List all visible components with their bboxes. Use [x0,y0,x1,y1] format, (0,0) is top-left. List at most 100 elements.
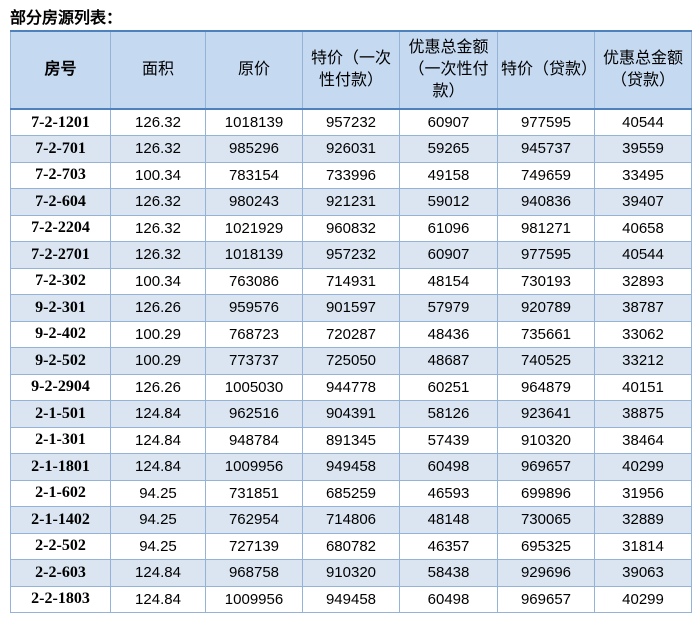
room-number: 2-1-501 [10,400,111,428]
table-cell: 1009956 [205,585,303,613]
table-cell: 964879 [497,373,595,401]
table-cell: 1018139 [205,241,303,269]
table-cell: 762954 [205,506,303,534]
table-cell: 48148 [399,506,498,534]
table-cell: 31814 [594,532,692,560]
listing-table: 房号 面积 原价 特价（一次性付款） 优惠总金额（一次性付款） 特价（贷款） 优惠总金额（贷… [10,30,692,613]
table-cell: 926031 [302,135,400,163]
room-number: 2-2-502 [10,532,111,560]
table-cell: 33495 [594,161,692,189]
table-cell: 735661 [497,320,595,348]
room-number: 2-1-1402 [10,506,111,534]
table-row: 7-2-2701 126.32 1018139 957232 60907 977595 40… [10,241,692,269]
table-cell: 124.84 [110,559,206,587]
table-cell: 768723 [205,320,303,348]
table-cell: 730193 [497,267,595,295]
table-row: 9-2-402 100.29 768723 720287 48436 735661 3306… [10,320,692,348]
room-number: 2-1-1801 [10,453,111,481]
table-cell: 977595 [497,108,595,136]
table-cell: 981271 [497,214,595,242]
room-number: 2-1-301 [10,426,111,454]
column-header: 原价 [205,30,303,110]
table-cell: 58438 [399,559,498,587]
header-row: 房号 面积 原价 特价（一次性付款） 优惠总金额（一次性付款） 特价（贷款） 优惠总金额（贷… [10,30,692,110]
table-row: 2-1-301 124.84 948784 891345 57439 910320 3846… [10,426,692,454]
table-cell: 48436 [399,320,498,348]
table-cell: 126.32 [110,188,206,216]
table-cell: 59265 [399,135,498,163]
table-row: 9-2-301 126.26 959576 901597 57979 920789 3878… [10,294,692,322]
table-cell: 126.32 [110,108,206,136]
table-cell: 46357 [399,532,498,560]
room-number: 7-2-302 [10,267,111,295]
table-cell: 40544 [594,241,692,269]
table-cell: 733996 [302,161,400,189]
page-title: 部分房源列表： [10,10,123,27]
room-number: 2-2-603 [10,559,111,587]
column-header: 房号 [10,30,111,110]
table-cell: 980243 [205,188,303,216]
table-cell: 957232 [302,108,400,136]
table-cell: 1018139 [205,108,303,136]
table-cell: 929696 [497,559,595,587]
table-cell: 58126 [399,400,498,428]
table-cell: 38875 [594,400,692,428]
table-cell: 959576 [205,294,303,322]
table-cell: 39407 [594,188,692,216]
table-cell: 126.32 [110,214,206,242]
column-header: 特价（贷款） [497,30,597,110]
table-cell: 977595 [497,241,595,269]
table-cell: 749659 [497,161,595,189]
table-row: 7-2-1201 126.32 1018139 957232 60907 977595 40… [10,108,692,136]
table-cell: 731851 [205,479,303,507]
table-cell: 46593 [399,479,498,507]
table-cell: 783154 [205,161,303,189]
table-cell: 60907 [399,241,498,269]
table-cell: 948784 [205,426,303,454]
room-number: 7-2-703 [10,161,111,189]
table-cell: 40544 [594,108,692,136]
room-number: 7-2-1201 [10,108,111,136]
column-header: 特价（一次性付款） [302,30,400,110]
table-row: 7-2-703 100.34 783154 733996 49158 749659 3349… [10,161,692,189]
table-cell: 32893 [594,267,692,295]
table-cell: 891345 [302,426,400,454]
table-cell: 57979 [399,294,498,322]
room-number: 7-2-2204 [10,214,111,242]
table-cell: 33212 [594,347,692,375]
table-cell: 48687 [399,347,498,375]
table-cell: 720287 [302,320,400,348]
room-number: 9-2-402 [10,320,111,348]
table-cell: 60251 [399,373,498,401]
table-row: 2-1-1402 94.25 762954 714806 48148 730065 3288… [10,506,692,534]
table-cell: 60498 [399,453,498,481]
table-cell: 124.84 [110,400,206,428]
table-row: 9-2-2904 126.26 1005030 944778 60251 964879 40… [10,373,692,401]
table-cell: 126.32 [110,135,206,163]
table-cell: 60907 [399,108,498,136]
table-cell: 920789 [497,294,595,322]
table-row: 7-2-604 126.32 980243 921231 59012 940836 3940… [10,188,692,216]
table-cell: 901597 [302,294,400,322]
table-cell: 685259 [302,479,400,507]
table-cell: 124.84 [110,453,206,481]
table-cell: 910320 [497,426,595,454]
table-row: 2-1-501 124.84 962516 904391 58126 923641 3887… [10,400,692,428]
table-cell: 1009956 [205,453,303,481]
room-number: 9-2-502 [10,347,111,375]
table-cell: 1005030 [205,373,303,401]
table-cell: 949458 [302,453,400,481]
table-cell: 94.25 [110,532,206,560]
table-cell: 40151 [594,373,692,401]
table-row: 2-2-1803 124.84 1009956 949458 60498 969657 40… [10,585,692,613]
room-number: 7-2-701 [10,135,111,163]
room-number: 7-2-2701 [10,241,111,269]
table-cell: 773737 [205,347,303,375]
table-cell: 945737 [497,135,595,163]
table-cell: 59012 [399,188,498,216]
table-cell: 730065 [497,506,595,534]
table-cell: 33062 [594,320,692,348]
table-cell: 910320 [302,559,400,587]
table-cell: 921231 [302,188,400,216]
column-header: 优惠总金额（一次性付款） [399,30,498,110]
